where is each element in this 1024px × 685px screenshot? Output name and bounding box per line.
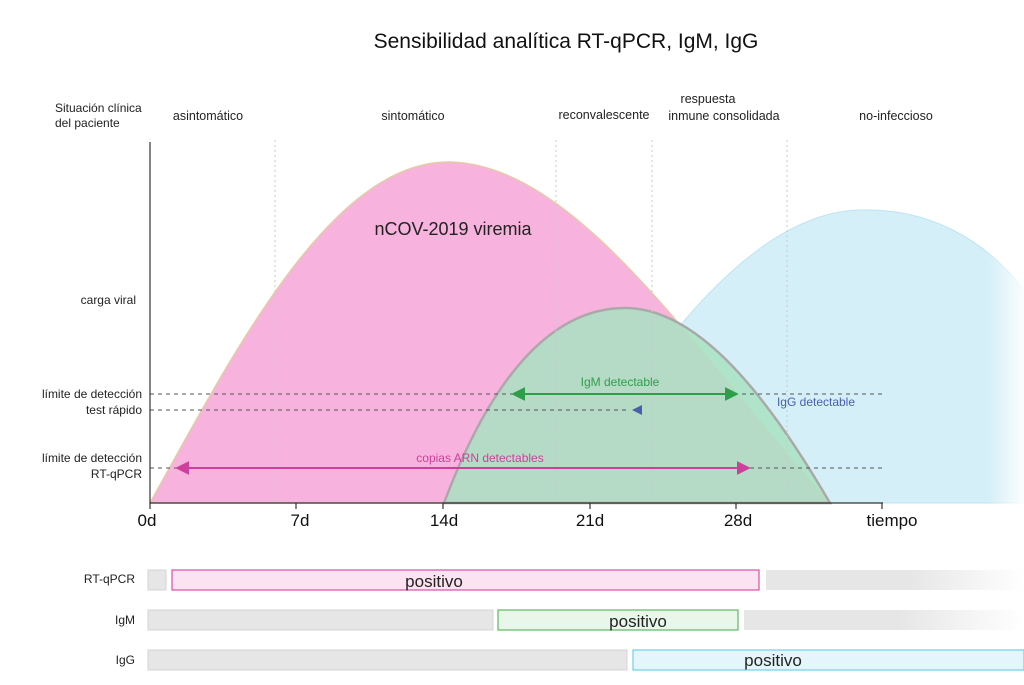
igg-arrowhead: [632, 405, 642, 415]
rtqpcr-positive-bar: [171, 569, 760, 591]
x-tick-label-0d: 0d: [138, 511, 157, 530]
rtqpcr-positive-label: positivo: [405, 572, 463, 591]
phase-asymptomatic: asintomático: [173, 109, 243, 123]
viral-load-label: carga viral: [81, 293, 136, 307]
igg-positive-bar: [632, 649, 1024, 671]
viremia-label: nCOV-2019 viremia: [374, 219, 532, 239]
igm-positive-label: positivo: [609, 612, 667, 631]
rapid-test-limit-line1: límite de detección: [42, 387, 142, 401]
phase-immune-response-line1: respuesta: [681, 92, 736, 106]
x-axis-ticks: [149, 503, 883, 509]
igg-detectable-label: IgG detectable: [777, 395, 855, 409]
igm-detectable-label: IgM detectable: [581, 375, 660, 389]
rtqpcr-negative-early: [147, 569, 167, 591]
bar-label-rtqpcr: RT-qPCR: [84, 572, 135, 586]
rtqpcr-limit-line1: límite de detección: [42, 451, 142, 465]
phase-convalescent: reconvalescente: [558, 108, 649, 122]
x-tick-label-7d: 7d: [291, 511, 310, 530]
rtqpcr-negative-late: [766, 570, 1024, 590]
bar-label-igg: IgG: [116, 653, 135, 667]
igm-positive-bar: [497, 609, 739, 631]
x-tick-label-28d: 28d: [724, 511, 752, 530]
rna-detectable-label: copias ARN detectables: [416, 451, 543, 465]
igm-curve: [442, 306, 833, 505]
phase-non-infectious: no-infeccioso: [859, 109, 933, 123]
igm-negative-early: [147, 609, 494, 631]
bar-label-igm: IgM: [115, 613, 135, 627]
clinical-situation-label-line2: del paciente: [55, 116, 120, 130]
igg-negative-early: [147, 649, 628, 671]
rtqpcr-limit-line2: RT-qPCR: [91, 467, 142, 481]
chart-title: Sensibilidad analítica RT-qPCR, IgM, IgG: [374, 30, 759, 53]
phase-immune-response-line2: inmune consolidada: [668, 109, 779, 123]
right-fade-overlay: [880, 140, 1024, 510]
igm-negative-late: [744, 610, 1024, 630]
igg-positive-label: positivo: [744, 651, 802, 670]
phase-dividers: [274, 140, 788, 503]
rapid-test-limit-line2: test rápido: [86, 403, 142, 417]
x-tick-label-21d: 21d: [576, 511, 604, 530]
phase-symptomatic: sintomático: [381, 109, 444, 123]
x-tick-label-14d: 14d: [430, 511, 458, 530]
x-tick-label-time: tiempo: [866, 511, 917, 530]
clinical-situation-label-line1: Situación clínica: [55, 101, 142, 115]
